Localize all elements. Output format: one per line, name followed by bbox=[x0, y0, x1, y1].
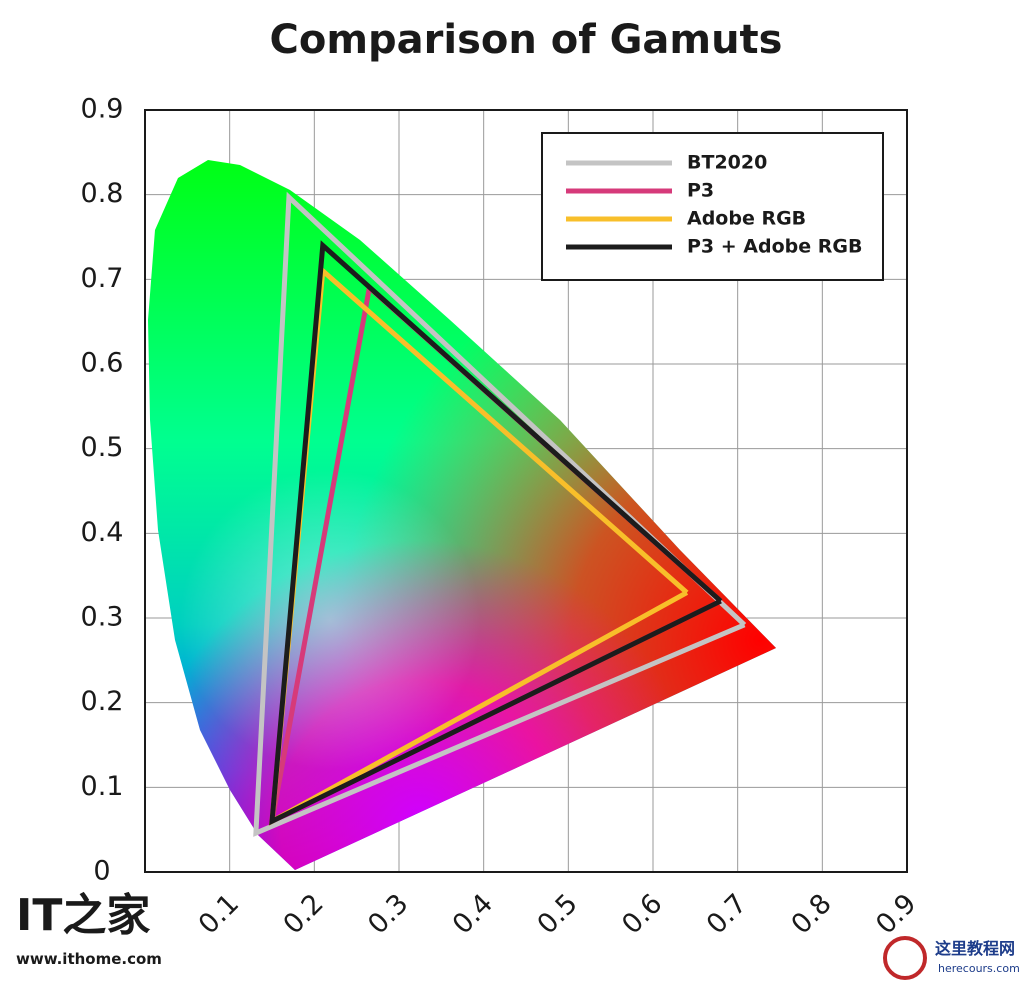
y-tick-label: 0.1 bbox=[81, 771, 124, 802]
brand-icon bbox=[883, 936, 927, 980]
y-tick-label: 0.6 bbox=[81, 348, 124, 379]
legend-label: BT2020 bbox=[687, 152, 767, 174]
x-tick-label: 0.6 bbox=[616, 888, 668, 940]
legend-label: P3 bbox=[687, 180, 714, 202]
y-tick-label: 0.3 bbox=[81, 602, 124, 633]
legend-label: P3 + Adobe RGB bbox=[687, 236, 862, 258]
legend: BT2020 P3 Adobe RGB P3 + Adobe RGB bbox=[541, 132, 884, 281]
gamut-line bbox=[269, 240, 723, 826]
y-tick-label: 0 bbox=[93, 856, 110, 887]
y-tick-label: 0.2 bbox=[81, 686, 124, 717]
x-tick-label: 0.8 bbox=[785, 888, 837, 940]
x-tick-label: 0.3 bbox=[362, 888, 414, 940]
gamut-line bbox=[253, 191, 747, 837]
x-tick-label: 0.2 bbox=[277, 888, 329, 940]
x-tick-label: 0.7 bbox=[701, 888, 753, 940]
chart-title: Comparison of Gamuts bbox=[270, 17, 783, 63]
logo: IT之家 bbox=[16, 890, 150, 941]
y-tick-label: 0.7 bbox=[81, 263, 124, 294]
legend-box bbox=[541, 132, 884, 281]
x-tick-label: 0.1 bbox=[193, 888, 245, 940]
legend-label: Adobe RGB bbox=[687, 208, 806, 230]
brand-site: herecours.com bbox=[938, 962, 1020, 975]
brand: 这里教程网 bbox=[935, 939, 1015, 958]
site: www.ithome.com bbox=[16, 950, 162, 968]
y-tick-label: 0.9 bbox=[81, 94, 124, 125]
y-tick-label: 0.4 bbox=[81, 517, 124, 548]
y-tick-label: 0.8 bbox=[81, 178, 124, 209]
x-tick-label: 0.9 bbox=[870, 888, 922, 940]
x-tick-label: 0.5 bbox=[531, 888, 583, 940]
y-tick-label: 0.5 bbox=[81, 432, 124, 463]
x-tick-label: 0.4 bbox=[447, 888, 499, 940]
plot-border bbox=[144, 109, 908, 873]
series-lines bbox=[253, 191, 747, 837]
